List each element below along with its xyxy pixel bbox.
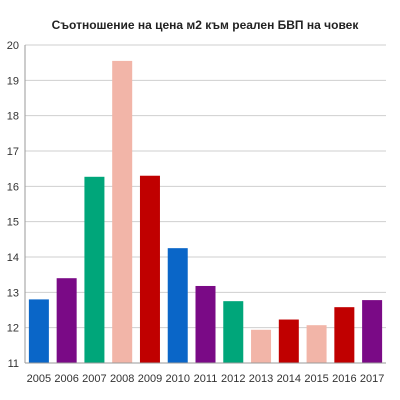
y-tick-label: 15 xyxy=(7,217,19,229)
bar-2005 xyxy=(28,299,49,363)
y-tick-label: 16 xyxy=(7,181,19,193)
bar-2016 xyxy=(334,307,355,363)
bar-2013 xyxy=(251,329,272,363)
x-axis-tick-labels: 2005 2006 2007 2008 2009 2010 2011 2012 2013 2014… xyxy=(27,373,385,385)
bar-2010 xyxy=(167,248,188,363)
x-tick-label: 2009 xyxy=(138,373,162,385)
bars xyxy=(28,60,383,364)
bar-2007 xyxy=(84,176,105,363)
x-tick-label: 2008 xyxy=(110,373,134,385)
y-tick-label: 11 xyxy=(8,358,19,370)
x-tick-label: 2017 xyxy=(360,373,384,385)
x-tick-label: 2006 xyxy=(54,373,78,385)
bar-2017 xyxy=(362,300,383,363)
chart-title: Съотношение на цена м2 към реален БВП на… xyxy=(52,18,360,32)
x-tick-label: 2005 xyxy=(27,373,51,385)
x-tick-label: 2012 xyxy=(221,373,245,385)
bar-2012 xyxy=(223,301,244,363)
x-tick-label: 2013 xyxy=(249,373,273,385)
bar-2014 xyxy=(278,319,299,363)
x-tick-label: 2007 xyxy=(82,373,106,385)
bar-2009 xyxy=(139,175,160,363)
x-tick-label: 2011 xyxy=(194,373,218,385)
x-tick-label: 2016 xyxy=(332,373,356,385)
bar-2008 xyxy=(112,60,133,364)
gridlines xyxy=(25,44,386,329)
bar-2006 xyxy=(56,278,77,363)
bar-2011 xyxy=(195,285,216,363)
y-tick-label: 13 xyxy=(7,287,19,299)
y-tick-label: 19 xyxy=(7,75,19,87)
x-tick-label: 2015 xyxy=(304,373,328,385)
y-tick-label: 14 xyxy=(7,252,19,264)
bar-2015 xyxy=(306,325,327,363)
y-axis-tick-labels: 11 12 13 14 15 16 17 18 19 20 xyxy=(7,40,19,370)
y-tick-label: 18 xyxy=(7,111,19,123)
x-tick-label: 2010 xyxy=(165,373,189,385)
x-tick-label: 2014 xyxy=(277,373,301,385)
y-tick-label: 12 xyxy=(7,323,19,335)
y-tick-label: 17 xyxy=(7,146,19,158)
y-tick-label: 20 xyxy=(7,40,19,52)
